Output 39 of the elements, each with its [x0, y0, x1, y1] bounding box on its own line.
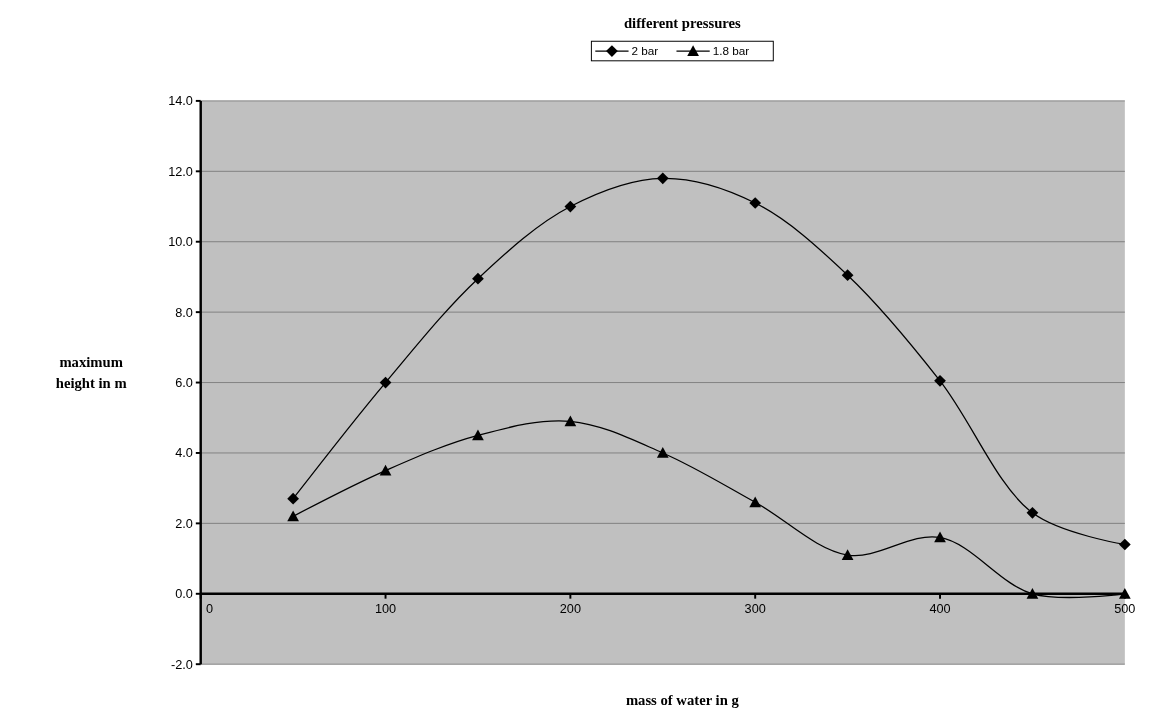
y-tick-label: 2.0 [175, 515, 193, 531]
y-tick-label: 10.0 [168, 234, 193, 250]
point [934, 374, 946, 387]
y-tick-label: 8.0 [175, 304, 193, 320]
point [934, 531, 946, 543]
point [379, 464, 392, 476]
y-tick-label: -2.0 [170, 656, 193, 672]
y-tick-label: 0.0 [175, 586, 193, 602]
point [1026, 587, 1039, 599]
x-tick-label: 100 [374, 601, 397, 617]
point [1118, 538, 1131, 551]
y-tick-label: 12.0 [168, 163, 193, 179]
point [841, 549, 854, 560]
y-tick-label: 14.0 [168, 93, 193, 109]
point [472, 429, 484, 441]
legend-label: 1.8 bar [712, 44, 750, 58]
point [841, 269, 854, 282]
point [472, 272, 484, 285]
x-tick-label: 0 [205, 601, 214, 617]
x-axis-title: mass of water in g [625, 692, 740, 709]
point [749, 496, 762, 508]
point [656, 447, 669, 458]
x-tick-label: 200 [559, 601, 581, 617]
point [564, 415, 577, 427]
point [564, 200, 577, 213]
chart-title: different pressures [623, 14, 742, 31]
point [656, 172, 669, 185]
x-tick-label: 500 [1114, 601, 1136, 617]
legend-label: 2 bar [631, 44, 659, 58]
x-tick-label: 300 [744, 601, 766, 617]
point [1026, 506, 1039, 519]
x-tick-label: 400 [929, 601, 951, 617]
y-tick-label: 4.0 [175, 445, 193, 461]
point [287, 510, 299, 522]
point [1118, 587, 1131, 599]
point [749, 197, 762, 209]
point [287, 492, 299, 505]
y-axis-title: maximum height in m [55, 353, 127, 392]
y-tick-label: 6.0 [175, 375, 193, 390]
